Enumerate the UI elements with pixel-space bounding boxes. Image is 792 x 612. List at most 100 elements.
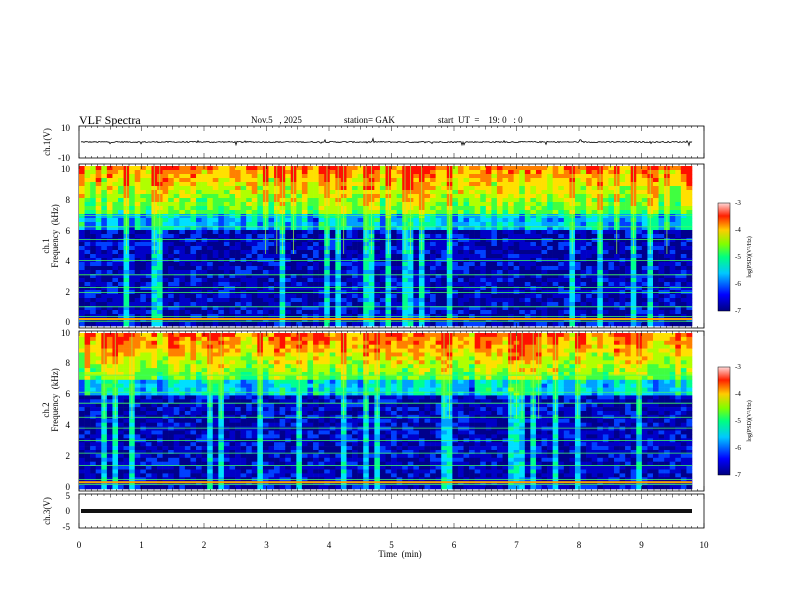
ch1-spectrogram-cell [580,206,587,211]
ch1-spectrogram-cell [524,294,531,299]
ch1-spectrogram-cell [313,174,319,179]
ch1-spectrogram-cell [686,174,693,179]
ch1-spectrogram-cell [652,310,659,315]
ch2-spectrogram-cell [173,344,180,349]
ch2-spectrogram-cell [212,348,219,353]
ch1-spectrogram-cell [574,174,581,179]
ch1-spectrogram-cell [602,214,609,219]
ch1-spectrogram-cell [307,202,314,207]
ch1-spectrogram-cell [374,218,381,223]
ch1-spectrogram-cell [223,242,230,247]
ch1-spectrogram-cell [140,170,147,175]
ch1-spectrogram-cell [157,254,163,259]
ch1-spectrogram-cell [285,218,292,223]
ch1-spectrogram-cell [591,238,598,243]
ch1-spectrogram-cell [173,294,180,299]
ch1-spectrogram-cell [168,198,175,203]
ch1-spectrogram-cell [268,254,275,259]
ch1-spectrogram-cell [491,190,498,195]
ch1-spectrogram-cell [79,202,85,207]
ch1-spectrogram-cell [530,206,537,211]
ch1-spectrogram-cell [79,178,85,183]
ch1-spectrogram-cell [491,246,498,251]
ch1-spectrogram-cell [480,166,487,171]
ch1-spectrogram-cell [552,318,559,323]
ch1-spectrogram-cell [257,246,264,251]
ch1-spectrogram-cell [301,174,308,179]
ch1-spectrogram-cell [541,206,548,211]
ch1-spectrogram-cell [346,230,353,235]
ch1-spectrogram-cell [586,182,592,187]
ch1-spectrogram-cell [485,234,492,239]
ch1-spectrogram-cell [641,182,648,187]
ch1-spectrogram-cell [140,230,147,235]
ch1-spectrogram-cell [134,298,141,303]
ch1-spectrogram-cell [318,214,325,219]
ch1-spectrogram-cell [435,206,442,211]
ch1-spectrogram-cell [457,262,464,267]
ch1-spectrogram-cell [519,182,526,187]
ch1-spectrogram-cell [424,310,431,315]
ch1-spectrogram-cell [184,318,191,323]
ch1-spectrogram-cell [212,174,219,179]
ch1-spectrogram-cell [223,206,230,211]
ch1-spectrogram-cell [179,294,186,299]
ch1-spectrogram-cell [586,266,592,271]
ch1-spectrogram-cell [329,302,336,307]
ch1-spectrogram-cell [485,250,492,255]
ch1-spectrogram-cell [145,274,152,279]
ch1-spectrogram-cell [686,282,693,287]
ch1-spectrogram-cell [569,294,576,299]
ch1-spectrogram-cell [90,238,97,243]
ch1-spectrogram-cell [190,286,197,291]
ch1-spectrogram-cell [508,214,514,219]
ch1-spectrogram-cell [235,310,241,315]
ch1-spectrogram-cell [129,218,136,223]
ch2-spectrogram-cell [602,340,609,345]
ch1-spectrogram-cell [179,318,186,323]
ch1-spectrogram-cell [502,174,509,179]
ch1-spectrogram-cell [201,322,208,327]
ch1-spectrogram-cell [79,222,85,227]
ch1-colorbar-label: log(PSD)(V²/Hz) [746,236,753,277]
ch1-spectrogram-cell [134,238,141,243]
ch1-spectrogram-cell [363,286,370,291]
ch1-spectrogram-cell [201,282,208,287]
ch1-spectrogram-cell [569,278,576,283]
ch1-spectrogram-cell [212,298,219,303]
ch1-spectrogram-cell [262,310,269,315]
ch1-spectrogram-cell [591,274,598,279]
ch1-spectrogram-cell [118,322,124,327]
ch1-spectrogram-cell [463,166,470,171]
ch1-spectrogram-cell [680,274,687,279]
ch1-spectrogram-cell [207,238,214,243]
ch1-spectrogram-cell [290,294,297,299]
ch2-spectrogram-cell [563,333,570,338]
ch2-spectrogram-cell [95,344,102,349]
ch1-spectrogram-cell [112,170,119,175]
ch1-spectrogram-cell [641,174,648,179]
ch1-spectrogram-cell [441,222,448,227]
ch1-spectrogram-cell [324,274,331,279]
ch1-spectrogram-cell [240,178,247,183]
ch1-spectrogram-cell [279,294,286,299]
ch1-spectrogram-cell [418,298,425,303]
ch1-spectrogram-cell [129,298,136,303]
ch1-spectrogram-cell [368,278,375,283]
ch1-spectrogram-cell [313,254,319,259]
ch1-spectrogram-cell [474,318,481,323]
ch1-spectrogram-cell [268,182,275,187]
ch1-spectrogram-cell [246,282,253,287]
ch1-spectrogram-cell [574,270,581,275]
ch1-spectrogram-cell [379,194,386,199]
ch1-spectrogram-cell [485,294,492,299]
ch1-spectrogram-cell [79,282,85,287]
ch1-spectrogram-cell [619,186,626,191]
ch1-spectrogram-cell [407,310,414,315]
ch1-spectrogram-cell [151,282,158,287]
ch2-spectrogram-cell [430,348,436,353]
ch2-spectrogram-cell [168,348,175,353]
ch1-spectrogram-cell [457,274,464,279]
ch1-spectrogram-cell [435,190,442,195]
ch1-spectrogram-cell [101,198,108,203]
